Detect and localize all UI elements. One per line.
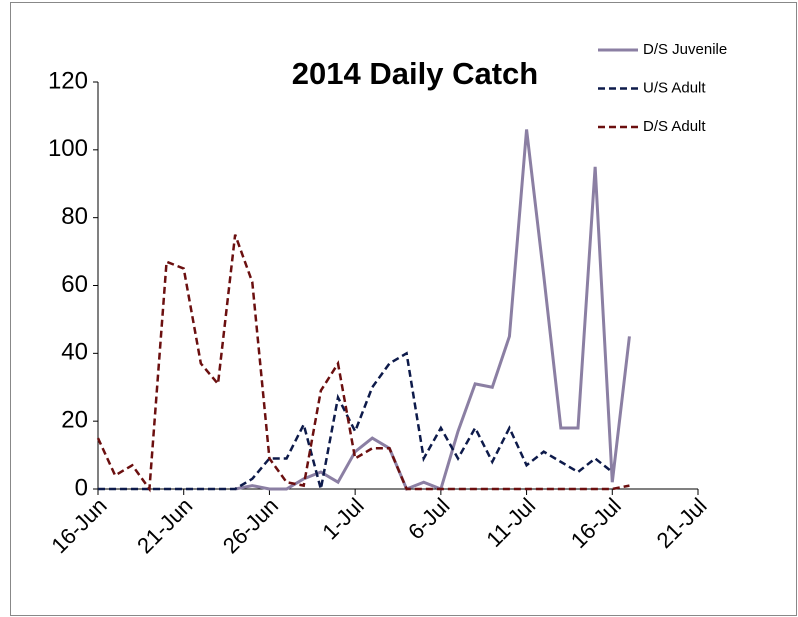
frame	[10, 2, 797, 616]
x-tick-label: 21-Jul	[652, 493, 712, 553]
legend-label: U/S Adult	[643, 79, 706, 96]
x-tick-label: 16-Jul	[566, 493, 626, 553]
legend-label: D/S Adult	[643, 118, 706, 135]
x-tick-label: 11-Jul	[481, 493, 540, 552]
series-line	[98, 351, 614, 491]
y-tick-label: 100	[48, 135, 88, 162]
y-tick-label: 120	[48, 67, 88, 94]
legend-label: D/S Juvenile	[643, 41, 727, 58]
series-line	[96, 234, 630, 493]
y-tick-label: 20	[61, 407, 88, 434]
y-tick-label: 0	[75, 474, 88, 501]
series-line	[234, 129, 631, 491]
y-tick-label: 40	[61, 339, 88, 366]
x-tick-label: 16-Jun	[46, 493, 111, 558]
y-tick-label: 80	[61, 203, 88, 230]
chart-title: 2014 Daily Catch	[292, 56, 538, 91]
y-tick-label: 60	[61, 271, 88, 298]
x-tick-label: 1-Jul	[317, 493, 368, 544]
x-tick-label: 26-Jun	[218, 493, 283, 558]
x-tick-label: 6-Jul	[403, 493, 454, 544]
x-tick-label: 21-Jun	[132, 493, 197, 558]
